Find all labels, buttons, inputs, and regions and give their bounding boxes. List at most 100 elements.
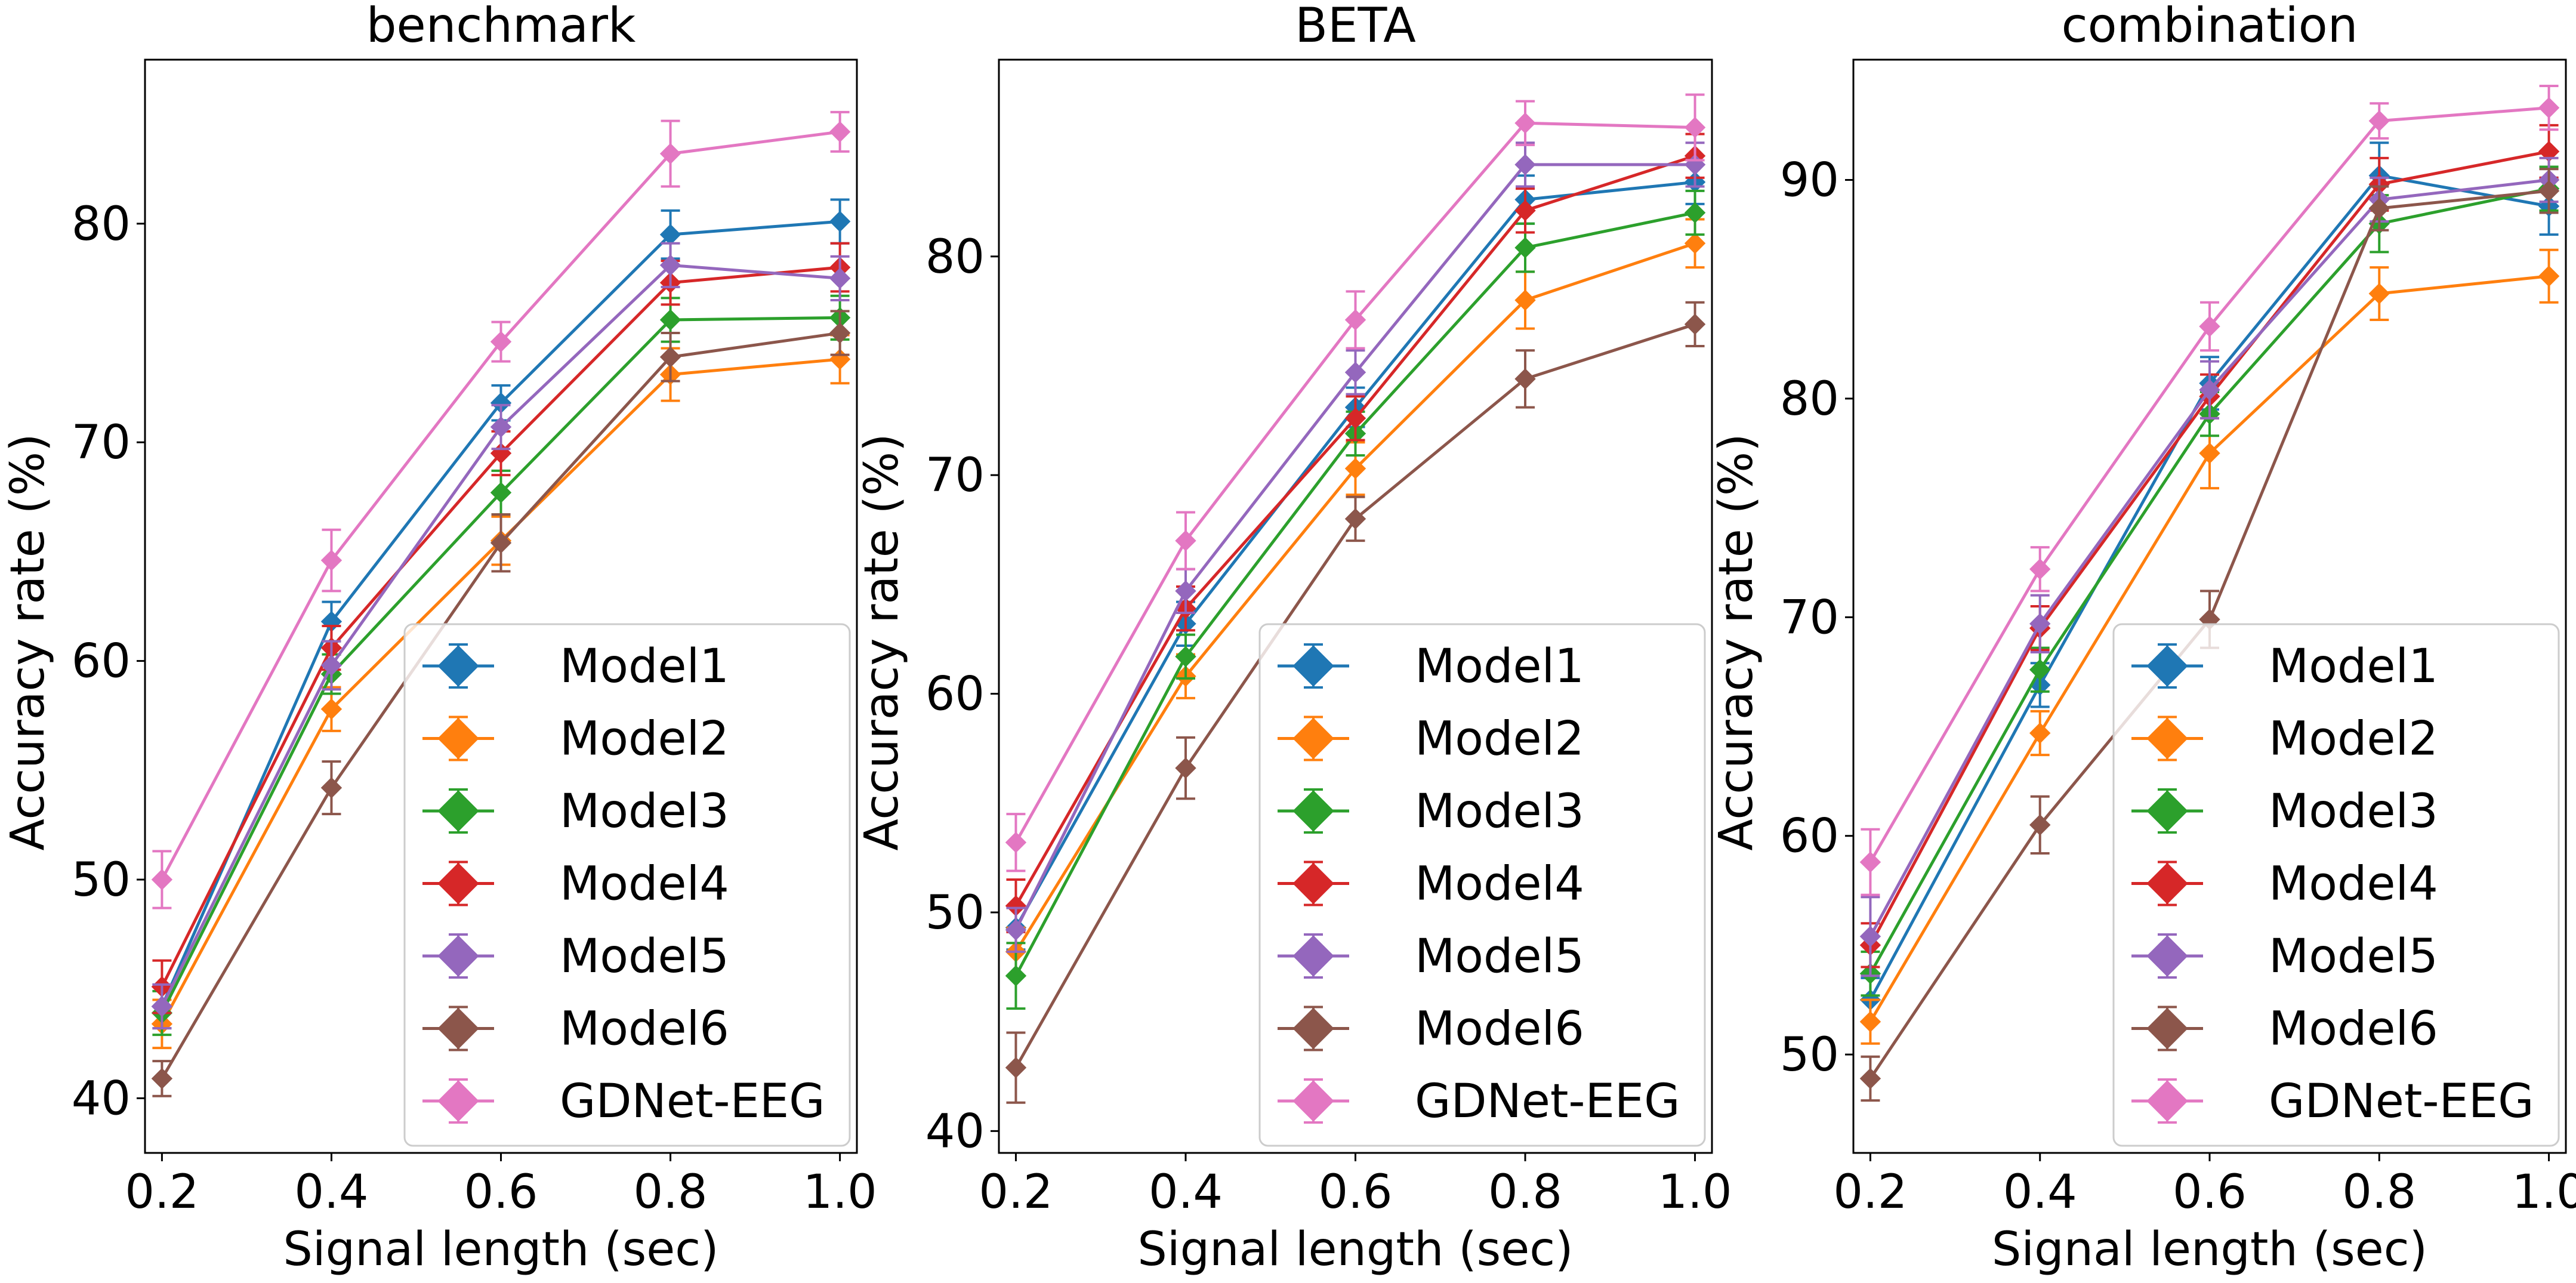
chart-2: BETA 40 50 60 70 80 0.2 0.4 0.6 0.8 1.0 Signal leng… (855, 0, 1732, 1276)
data-point (2538, 266, 2560, 287)
data-point (2199, 442, 2220, 464)
legend-marker (1292, 1007, 1334, 1050)
data-point (151, 1068, 173, 1090)
legend-marker (1292, 790, 1334, 832)
data-point (490, 532, 512, 554)
series-gdnet-eeg (1005, 93, 1706, 872)
data-point (1005, 919, 1027, 940)
legend-marker (2146, 645, 2188, 687)
legend-marker (437, 862, 479, 905)
legend-label: Model6 (560, 1003, 729, 1056)
data-point (2029, 559, 2051, 580)
legend-label: Model3 (1415, 785, 1584, 838)
data-point (1175, 646, 1196, 667)
legend-item: Model4 (1278, 858, 1584, 911)
data-point (490, 331, 512, 353)
data-point (1684, 313, 1706, 335)
data-point (1175, 757, 1196, 779)
series-gdnet-eeg (1859, 84, 2560, 896)
data-point (320, 777, 343, 798)
data-point (2538, 97, 2560, 119)
data-point (659, 143, 681, 165)
y-tick-label: 80 (925, 230, 985, 284)
y-tick-label: 80 (1780, 372, 1839, 426)
legend-label: Model1 (1415, 640, 1584, 693)
legend-label: Model2 (560, 713, 729, 766)
legend-marker (1292, 1080, 1334, 1122)
y-axis-label: Accuracy rate (%) (1710, 433, 1763, 850)
legend-label: Model4 (560, 858, 729, 911)
legend-label: Model4 (1415, 858, 1584, 911)
legend-box (2112, 623, 2560, 1147)
x-axis-label: Signal length (sec) (1137, 1223, 1573, 1276)
legend-marker (437, 717, 479, 760)
series-model6 (1005, 301, 1706, 1104)
x-tick-label: 1.0 (803, 1165, 877, 1219)
legend-item: Model4 (2131, 858, 2438, 911)
data-point (2029, 613, 2051, 635)
legend-marker (2146, 717, 2188, 760)
data-point (151, 995, 173, 1017)
data-point (1005, 1057, 1027, 1078)
x-tick-label: 0.8 (2342, 1165, 2416, 1219)
legend-label: Model5 (2269, 930, 2438, 983)
x-tick-label: 0.6 (2173, 1165, 2247, 1219)
data-point (490, 482, 512, 504)
legend-marker (437, 1080, 479, 1122)
legend-box (403, 623, 851, 1147)
data-point (1344, 408, 1366, 429)
x-tick-label: 1.0 (2512, 1165, 2576, 1219)
x-tick-label: 0.2 (1833, 1165, 1907, 1219)
chart-title: benchmark (366, 0, 636, 53)
data-point (1684, 202, 1706, 224)
legend-box (1258, 623, 1706, 1147)
legend-item: Model5 (2131, 930, 2438, 983)
series-model4 (1005, 132, 1706, 933)
data-point (1344, 362, 1366, 383)
data-point (1344, 458, 1366, 479)
legend: Model1 Model2 Model3 Model4 Model5 Model6 GDNe… (1258, 623, 1706, 1147)
legend-label: Model5 (560, 930, 729, 983)
data-point (490, 416, 512, 438)
legend-item: Model3 (2131, 785, 2438, 838)
data-point (659, 309, 681, 331)
data-point (2199, 379, 2220, 400)
legend-label: Model3 (2269, 785, 2438, 838)
legend-marker (437, 790, 479, 832)
legend-item: Model1 (1278, 640, 1584, 693)
data-point (1344, 309, 1366, 331)
chart-title: combination (2062, 0, 2358, 53)
y-tick-label: 50 (1780, 1028, 1839, 1082)
legend-marker (2146, 1007, 2188, 1050)
legend-label: Model5 (1415, 930, 1584, 983)
legend-item: Model6 (1278, 1003, 1584, 1056)
y-tick-label: 40 (925, 1105, 985, 1158)
data-point (1859, 1068, 1881, 1090)
legend-item: GDNet-EEG (2131, 1075, 2534, 1128)
legend: Model1 Model2 Model3 Model4 Model5 Model6 GDNe… (2112, 623, 2560, 1147)
x-axis-label: Signal length (sec) (283, 1223, 718, 1276)
legend-marker (2146, 790, 2188, 832)
y-tick-label: 50 (72, 853, 131, 907)
x-axis-label: Signal length (sec) (1992, 1223, 2427, 1276)
y-tick-label: 80 (72, 198, 131, 251)
legend-label: Model4 (2269, 858, 2438, 911)
series-model5 (1005, 141, 1706, 953)
legend-item: Model5 (422, 930, 729, 983)
data-point (1859, 926, 1881, 947)
data-point (1005, 965, 1027, 986)
data-point (1175, 530, 1196, 551)
y-axis-label: Accuracy rate (%) (855, 433, 909, 850)
legend-item: Model4 (422, 858, 729, 911)
data-point (2368, 198, 2390, 219)
series-model6 (151, 310, 851, 1097)
y-tick-label: 50 (925, 886, 985, 940)
legend-label: GDNet-EEG (2269, 1075, 2534, 1128)
chart-1: benchmark 40 50 60 70 80 0.2 0.4 0.6 0.8 1.0 Signal… (1, 0, 877, 1276)
legend-label: GDNet-EEG (1415, 1075, 1680, 1128)
legend-label: Model6 (2269, 1003, 2438, 1056)
data-point (2029, 659, 2051, 680)
legend-item: Model6 (422, 1003, 729, 1056)
legend-label: Model3 (560, 785, 729, 838)
